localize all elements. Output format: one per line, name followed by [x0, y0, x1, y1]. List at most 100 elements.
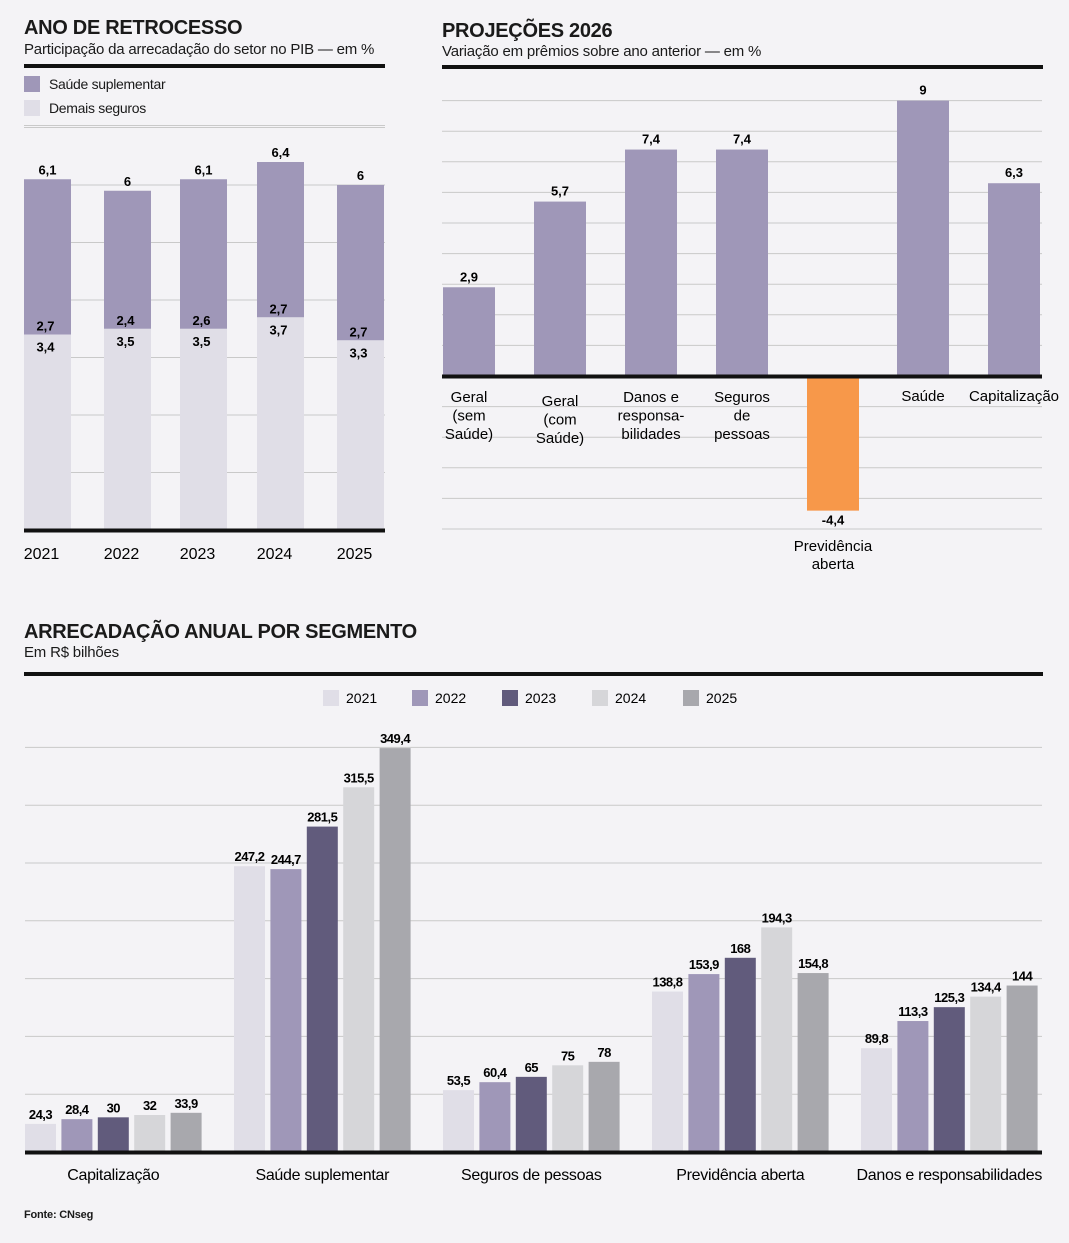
data-label: 168	[730, 941, 750, 956]
data-label: 24,3	[29, 1107, 53, 1122]
data-label: 2,9	[460, 269, 478, 284]
legend-label-2022: 2022	[435, 690, 466, 706]
bar-2021	[25, 1123, 56, 1152]
data-label: 9	[919, 83, 926, 98]
x-tick-label: 2021	[24, 546, 60, 563]
x-tick-label: 2022	[104, 546, 140, 563]
bar-2024	[552, 1065, 584, 1152]
total-label: 6	[357, 168, 364, 183]
bar-2023	[306, 826, 338, 1152]
legend-swatch-2023	[502, 690, 518, 706]
bar-2024	[761, 927, 793, 1152]
bar-positive	[443, 287, 495, 376]
data-label: 315,5	[344, 770, 374, 785]
chart3-top-rule	[24, 672, 1043, 676]
x-tick-label: aberta	[812, 556, 855, 573]
legend-swatch-2021	[323, 690, 339, 706]
legend-label: Saúde suplementar	[49, 76, 166, 92]
x-tick-label: de	[734, 408, 751, 425]
x-tick-label: Geral	[542, 393, 579, 410]
x-tick-label: 2023	[180, 546, 216, 563]
bar-2022	[688, 974, 720, 1152]
x-tick-label: Danos e	[623, 389, 679, 406]
bar-positive	[897, 100, 949, 376]
data-label: 5,7	[551, 184, 569, 199]
bar-positive	[625, 149, 677, 376]
data-label-saude: 2,7	[269, 301, 287, 316]
bar-saude-suplementar	[180, 179, 227, 329]
data-label: 125,3	[934, 990, 964, 1005]
bar-demais-seguros	[24, 334, 71, 530]
bar-saude-suplementar	[24, 179, 71, 335]
bar-2024	[343, 787, 375, 1152]
bar-demais-seguros	[104, 328, 151, 530]
x-tick-label: Capitalização	[67, 1167, 160, 1184]
x-tick-label: Saúde)	[445, 426, 493, 443]
bar-2025	[170, 1112, 202, 1152]
x-tick-label: Seguros de pessoas	[461, 1167, 602, 1184]
bar-2023	[515, 1076, 547, 1152]
data-label: 134,4	[971, 980, 1002, 995]
bar-2021	[443, 1090, 474, 1152]
data-label-saude: 2,7	[36, 319, 54, 334]
x-tick-label: Previdência	[794, 538, 873, 555]
data-label-demais: 3,3	[349, 345, 367, 360]
chart2-subtitle: Variação em prêmios sobre ano anterior —…	[442, 43, 762, 60]
data-label: 138,8	[652, 975, 682, 990]
bar-demais-seguros	[337, 340, 384, 530]
bar-2023	[933, 1007, 965, 1152]
legend-label: Demais seguros	[49, 100, 146, 116]
legend-swatch-2024	[592, 690, 608, 706]
bar-2022	[61, 1119, 93, 1152]
bar-demais-seguros	[180, 328, 227, 530]
data-label-demais: 3,7	[269, 322, 287, 337]
bar-saude-suplementar	[257, 162, 304, 318]
data-label-demais: 3,5	[116, 334, 134, 349]
x-tick-label: 2025	[337, 546, 373, 563]
data-label-demais: 3,5	[192, 334, 210, 349]
x-tick-label: Geral	[451, 389, 488, 406]
source-note: Fonte: CNseg	[24, 1209, 94, 1221]
total-label: 6,1	[194, 162, 212, 177]
data-label-demais: 3,4	[36, 340, 55, 355]
legend-swatch	[24, 76, 40, 92]
data-label: 6,3	[1005, 165, 1023, 180]
data-label: 7,4	[733, 132, 752, 147]
data-label-saude: 2,4	[116, 313, 135, 328]
bar-2021	[861, 1048, 892, 1152]
bar-2021	[234, 866, 265, 1152]
total-label: 6	[124, 174, 131, 189]
legend-item-demais: Demais seguros	[24, 100, 146, 116]
data-label: 349,4	[380, 731, 411, 746]
legend-item-saude: Saúde suplementar	[24, 76, 166, 92]
data-label: 65	[525, 1060, 539, 1075]
data-label: 144	[1012, 969, 1033, 984]
bar-2022	[479, 1082, 511, 1152]
x-tick-label: Capitalização	[969, 388, 1059, 405]
data-label-saude: 2,7	[349, 324, 367, 339]
chart1-subtitle: Participação da arrecadação do setor no …	[24, 41, 375, 58]
x-tick-label: pessoas	[714, 426, 770, 443]
bar-positive	[716, 149, 768, 376]
bar-2022	[270, 869, 302, 1152]
data-label: 30	[107, 1100, 121, 1115]
bar-2025	[379, 748, 411, 1152]
bar-saude-suplementar	[104, 190, 151, 329]
data-label: -4,4	[822, 513, 845, 528]
data-label: 53,5	[447, 1073, 471, 1088]
data-label: 32	[143, 1098, 157, 1113]
x-tick-label: Saúde suplementar	[255, 1167, 390, 1184]
legend-label-2023: 2023	[525, 690, 556, 706]
x-tick-label: Saúde	[901, 388, 944, 405]
bar-2024	[970, 996, 1002, 1152]
x-tick-label: Saúde)	[536, 430, 584, 447]
bar-saude-suplementar	[337, 185, 384, 341]
data-label: 89,8	[865, 1031, 889, 1046]
bar-2025	[797, 973, 829, 1152]
legend-label-2021: 2021	[346, 690, 377, 706]
legend-label-2024: 2024	[615, 690, 646, 706]
chart2-title: PROJEÇÕES 2026	[442, 20, 613, 42]
data-label: 7,4	[642, 132, 661, 147]
